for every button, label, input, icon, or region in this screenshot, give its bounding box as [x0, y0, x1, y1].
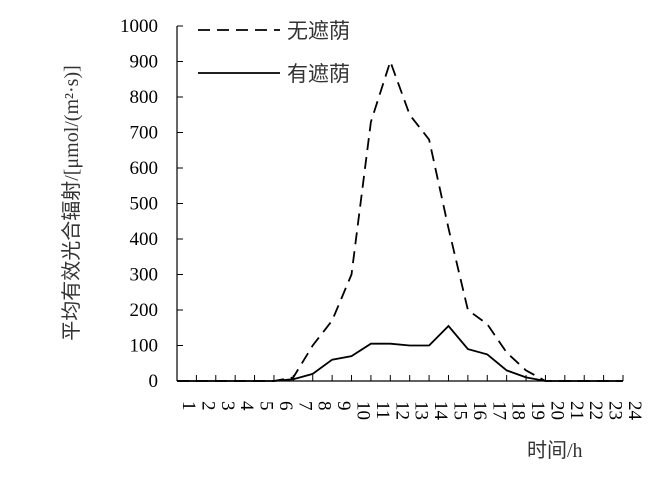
x-tick-label: 7 — [294, 401, 315, 411]
y-tick-label: 500 — [130, 194, 159, 215]
x-tick-label: 16 — [469, 401, 490, 420]
x-tick-label: 19 — [527, 401, 548, 420]
x-tick-label: 21 — [566, 401, 587, 420]
y-tick-label: 1000 — [120, 16, 158, 37]
x-tick-label: 4 — [236, 401, 257, 411]
series-line-shaded — [177, 324, 623, 382]
x-tick-label: 17 — [488, 401, 509, 420]
y-tick-label: 400 — [130, 229, 159, 250]
x-tick-label: 22 — [585, 401, 606, 420]
x-tick-label: 18 — [508, 401, 529, 420]
x-tick-label: 11 — [372, 401, 393, 419]
x-tick-label: 1 — [178, 401, 199, 411]
x-tick-label: 20 — [546, 401, 567, 420]
x-tick-label: 14 — [430, 401, 451, 421]
chart-axes — [176, 26, 623, 382]
y-tick-label: 0 — [149, 371, 159, 392]
x-tick-label: 15 — [449, 401, 470, 420]
x-tick-label: 24 — [624, 401, 645, 421]
x-tick-label: 3 — [217, 401, 238, 411]
y-axis-title: 平均有效光合辐射/[μmol/(m²·s)] — [60, 65, 83, 341]
series-lines — [177, 58, 623, 382]
y-tick-label: 800 — [130, 87, 159, 108]
x-tick-label: 2 — [197, 401, 218, 411]
y-tick-label: 300 — [130, 265, 159, 286]
y-ticks: 0 100 200 300 400 500 600 700 800 900 1000 — [120, 16, 183, 392]
x-tick-label: 8 — [314, 401, 335, 411]
x-tick-label: 5 — [256, 401, 277, 411]
y-tick-label: 700 — [130, 123, 159, 144]
x-tick-label: 9 — [333, 401, 354, 411]
legend-label: 无遮荫 — [287, 19, 350, 43]
y-tick-label: 100 — [130, 336, 159, 357]
y-tick-label: 900 — [130, 52, 159, 73]
x-tick-label: 6 — [275, 401, 296, 411]
x-tick-label: 12 — [391, 401, 412, 420]
legend-label: 有遮荫 — [287, 62, 350, 86]
y-tick-label: 200 — [130, 300, 159, 321]
x-axis-title: 时间/h — [527, 439, 583, 462]
x-tick-label: 13 — [411, 401, 432, 420]
x-tick-label: 23 — [605, 401, 626, 420]
x-tick-label: 10 — [353, 401, 374, 420]
y-tick-label: 600 — [130, 158, 159, 179]
series-line-unshaded — [177, 58, 623, 382]
